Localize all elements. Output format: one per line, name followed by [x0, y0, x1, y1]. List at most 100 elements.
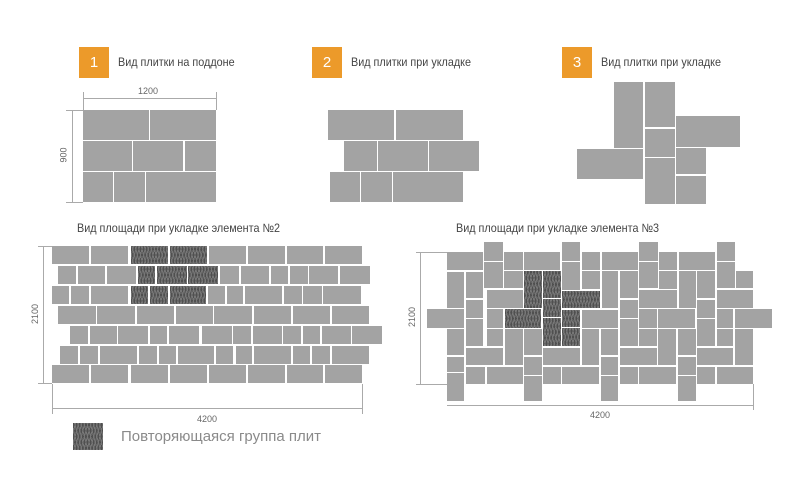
area-tile: [582, 271, 600, 289]
area-tile: [658, 329, 676, 365]
area-title-2: Вид площади при укладке элемента №2: [77, 221, 281, 235]
pallet-tile: [83, 172, 113, 202]
area-tile: [543, 367, 561, 384]
area-tile: [107, 266, 136, 284]
area-tile: [52, 286, 69, 304]
area-tile: [678, 329, 696, 355]
pallet-tile: [114, 172, 145, 202]
area-tile: [100, 346, 137, 364]
area-tile: [487, 329, 503, 346]
area-tile: [91, 365, 128, 383]
area-tile: [202, 326, 232, 344]
area-tile: [466, 300, 483, 318]
area-tile: [332, 346, 369, 364]
width-dimension-line: [83, 98, 216, 99]
extension-line: [362, 384, 363, 414]
pallet-tile: [150, 110, 216, 140]
area-tile: [325, 246, 362, 264]
width-dimension-line: [52, 408, 362, 409]
repeat-group-tile: [562, 291, 600, 308]
area-tile: [78, 266, 105, 284]
laid-tile: [396, 110, 463, 140]
extension-line: [216, 92, 217, 110]
area-tile: [582, 310, 618, 328]
extension-line: [66, 202, 83, 203]
area-tile: [254, 346, 291, 364]
area-tile: [620, 348, 657, 365]
area-tile: [332, 306, 369, 324]
repeat-group-tile: [170, 286, 206, 304]
repeat-group-tile: [505, 309, 541, 328]
laid-tile: [676, 176, 706, 204]
repeat-group-swatch: [73, 423, 103, 450]
area-tile: [524, 252, 560, 270]
area-tile: [487, 367, 523, 384]
laid-tile: [645, 129, 675, 157]
height-dimension-line: [72, 110, 73, 202]
area-tile: [524, 357, 542, 375]
area-tile: [620, 271, 638, 298]
area-tile: [602, 252, 638, 270]
area-tile: [248, 246, 285, 264]
area-title-3: Вид площади при укладке элемента №3: [456, 221, 660, 235]
area-tile: [717, 309, 733, 328]
area-tile: [293, 306, 330, 324]
extension-line: [416, 252, 447, 253]
area-tile: [90, 326, 117, 344]
area-tile: [447, 373, 464, 401]
area-tile: [524, 376, 542, 401]
repeat-group-tile: [543, 271, 561, 298]
repeat-group-tile: [562, 328, 580, 346]
extension-line: [66, 110, 83, 111]
area-tile: [562, 367, 599, 384]
pallet-tile: [133, 141, 183, 171]
area-tile: [80, 346, 98, 364]
legend-label: Повторяющаяся группа плит: [121, 428, 321, 445]
area-tile: [323, 286, 361, 304]
area-tile: [58, 266, 76, 284]
area-tile: [466, 348, 503, 365]
repeat-group-tile: [562, 310, 580, 327]
step-number: 1: [89, 54, 99, 71]
extension-line: [83, 92, 84, 110]
area-tile: [735, 329, 753, 365]
area-tile: [245, 286, 282, 304]
area-tile: [290, 266, 308, 284]
step-badge-3: 3: [562, 47, 592, 78]
laid-tile: [676, 116, 740, 147]
area-tile: [504, 271, 523, 288]
repeat-group-tile: [543, 299, 561, 317]
area-tile: [176, 306, 213, 324]
width-dimension-line: [447, 405, 753, 406]
area-tile: [639, 242, 658, 261]
area-tile: [466, 367, 485, 384]
laid-tile: [393, 172, 463, 202]
area-tile: [325, 365, 362, 383]
laid-tile: [344, 141, 377, 171]
area-tile: [717, 290, 753, 308]
area-tile: [602, 271, 618, 308]
area-tile: [159, 346, 176, 364]
area-tile: [601, 376, 618, 401]
area-tile: [447, 357, 464, 372]
area-tile: [620, 319, 638, 346]
area-tile: [137, 306, 174, 324]
area-tile: [717, 262, 735, 288]
area-tile: [447, 252, 483, 270]
area-tile: [487, 309, 503, 328]
area-tile: [209, 246, 246, 264]
area-tile: [447, 272, 464, 308]
laid-tile: [645, 82, 675, 127]
area-tile: [562, 262, 580, 290]
step-badge-2: 2: [312, 47, 342, 78]
laid-tile: [378, 141, 428, 171]
area-tile: [601, 357, 618, 375]
area-tile: [312, 346, 330, 364]
area-tile: [697, 348, 733, 365]
area-tile: [466, 272, 483, 298]
area-tile: [52, 365, 89, 383]
area-tile: [287, 365, 323, 383]
laid-tile: [676, 148, 706, 174]
area-tile: [91, 286, 128, 304]
area-tile: [236, 346, 252, 364]
